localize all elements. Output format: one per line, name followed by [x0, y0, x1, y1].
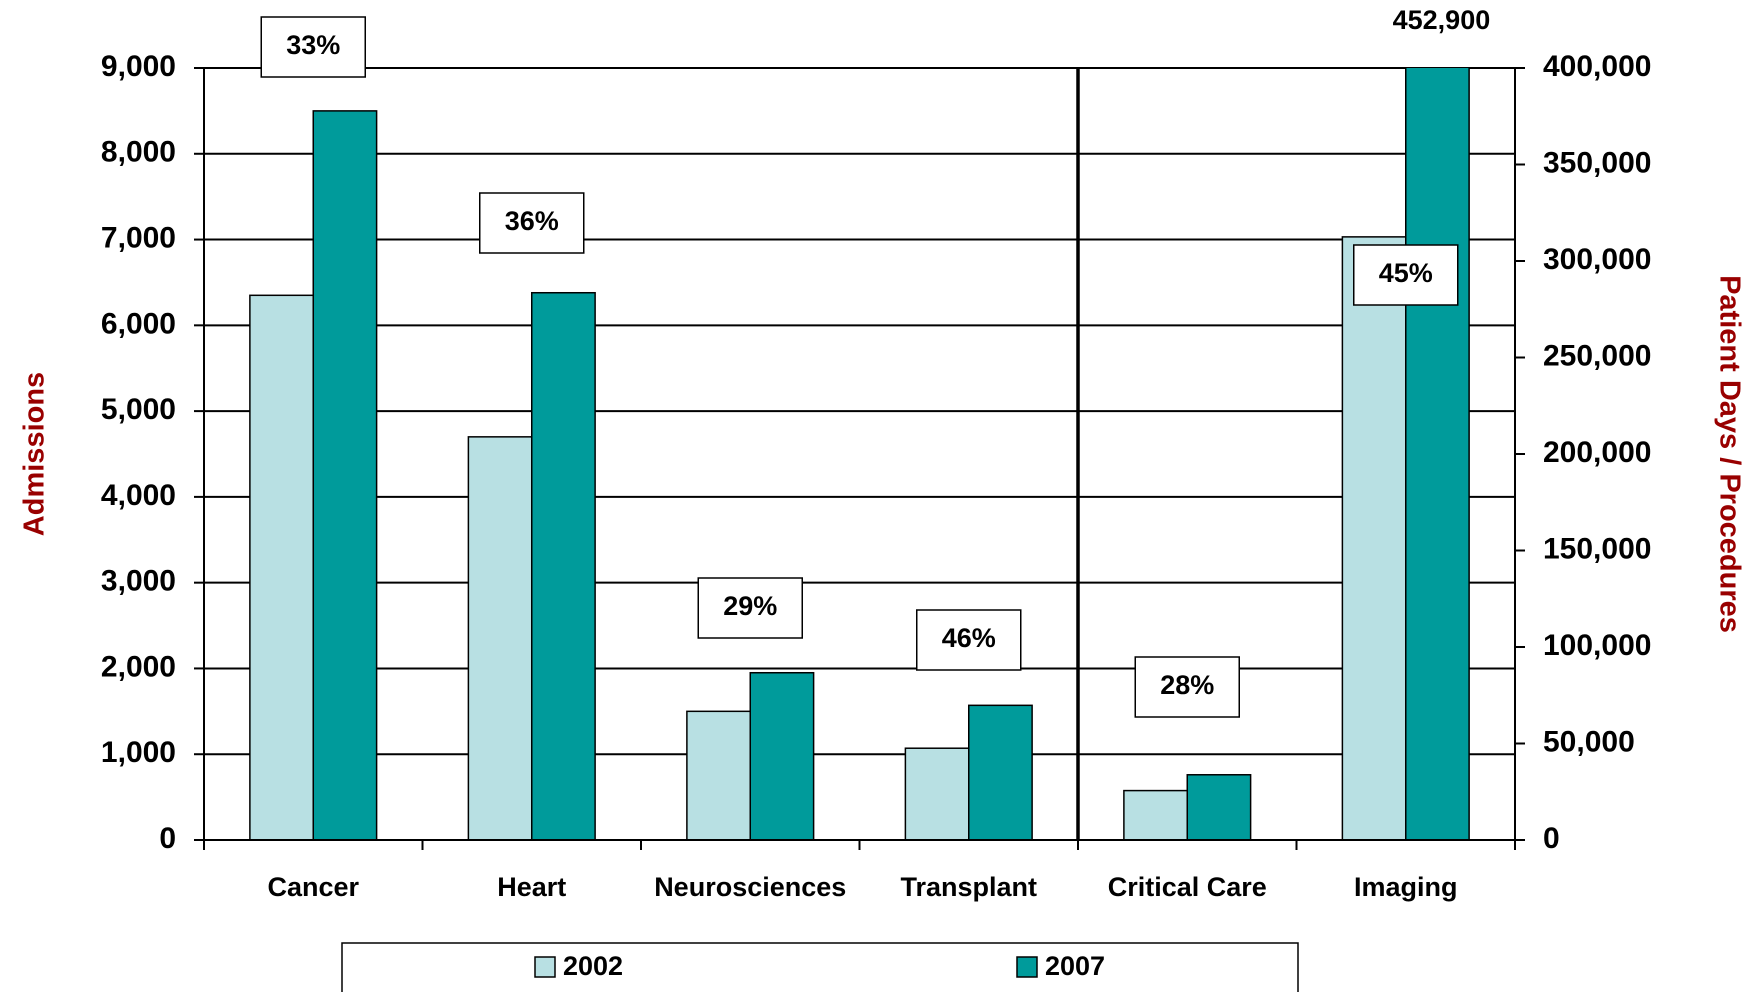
- y2-tick-label: 0: [1543, 822, 1560, 855]
- value-label: 452,900: [1393, 5, 1491, 35]
- legend-box: [341, 942, 1299, 992]
- y-tick-label: 8,000: [101, 136, 176, 169]
- legend-label: 2007: [1045, 951, 1105, 981]
- annotation: 29%: [723, 591, 777, 621]
- y-tick-label: 4,000: [101, 479, 176, 512]
- y-tick-label: 2,000: [101, 650, 176, 683]
- bar: [1341, 236, 1407, 841]
- legend-swatch: [534, 956, 556, 978]
- annotation-box: [479, 192, 585, 254]
- annotation: 36%: [505, 206, 559, 236]
- bar: [686, 710, 752, 841]
- annotation-box: [260, 16, 366, 78]
- y-axis-title: Admissions: [19, 372, 51, 536]
- y-tick-label: 9,000: [101, 50, 176, 83]
- x-tick-label: Critical Care: [1108, 872, 1267, 902]
- annotation: 46%: [942, 623, 996, 653]
- legend-swatch: [1016, 956, 1038, 978]
- y2-tick-label: 150,000: [1543, 532, 1651, 565]
- annotation-box: [1134, 656, 1240, 718]
- y2-tick-label: 250,000: [1543, 339, 1651, 372]
- y-tick-label: 6,000: [101, 307, 176, 340]
- bar: [1186, 774, 1252, 841]
- x-tick-label: Heart: [497, 872, 566, 902]
- y2-tick-label: 100,000: [1543, 629, 1651, 662]
- y2-tick-label: 400,000: [1543, 50, 1651, 83]
- bar: [749, 671, 815, 841]
- y-tick-label: 3,000: [101, 565, 176, 598]
- y-tick-label: 7,000: [101, 221, 176, 254]
- y2-tick-label: 350,000: [1543, 146, 1651, 179]
- x-tick-label: Imaging: [1354, 872, 1458, 902]
- x-tick-label: Neurosciences: [654, 872, 846, 902]
- legend-label: 2002: [563, 951, 623, 981]
- y-tick-label: 0: [159, 822, 176, 855]
- y-tick-label: 1,000: [101, 736, 176, 769]
- bar: [312, 110, 378, 841]
- y2-tick-label: 300,000: [1543, 243, 1651, 276]
- bar: [1405, 68, 1470, 841]
- y-tick-label: 5,000: [101, 393, 176, 426]
- annotation-box: [697, 577, 803, 639]
- annotation: 33%: [286, 30, 340, 60]
- x-tick-label: Transplant: [900, 872, 1037, 902]
- bar: [904, 747, 970, 841]
- bar: [531, 291, 596, 841]
- annotation: 28%: [1160, 670, 1214, 700]
- y2-tick-label: 200,000: [1543, 436, 1651, 469]
- bar: [249, 294, 314, 841]
- bar: [1123, 789, 1189, 841]
- annotation: 45%: [1379, 258, 1433, 288]
- y2-tick-label: 50,000: [1543, 725, 1635, 758]
- annotation-box: [1353, 244, 1459, 306]
- y2-axis-title: Patient Days / Procedures: [1713, 275, 1745, 633]
- annotation-box: [916, 609, 1022, 671]
- bars: [249, 68, 1470, 841]
- bar: [968, 704, 1033, 841]
- bar: [467, 436, 533, 841]
- x-tick-label: Cancer: [267, 872, 359, 902]
